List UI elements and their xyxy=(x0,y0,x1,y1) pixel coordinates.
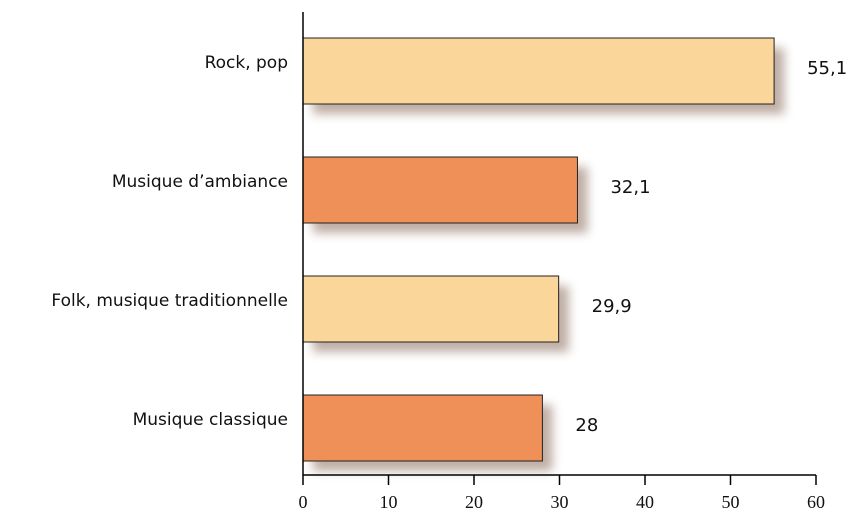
value-label: 55,1 xyxy=(807,58,847,79)
category-label: Musique d’ambiance xyxy=(112,172,288,192)
x-tick-label: 10 xyxy=(380,492,398,512)
bar xyxy=(302,394,543,462)
x-tick-label: 0 xyxy=(299,492,308,512)
value-label: 28 xyxy=(575,415,598,436)
x-tick-label: 60 xyxy=(807,492,825,512)
bar xyxy=(302,156,578,224)
category-label: Folk, musique traditionnelle xyxy=(51,291,288,311)
category-label: Musique classique xyxy=(133,410,288,430)
category-label: Rock, pop xyxy=(205,53,288,73)
x-tick-label: 30 xyxy=(551,492,569,512)
x-tick-label: 40 xyxy=(636,492,654,512)
value-label: 32,1 xyxy=(610,177,650,198)
x-tick-label: 20 xyxy=(465,492,483,512)
x-tick-label: 50 xyxy=(722,492,740,512)
bar xyxy=(302,275,560,343)
value-label: 29,9 xyxy=(592,296,632,317)
bar xyxy=(302,37,775,105)
